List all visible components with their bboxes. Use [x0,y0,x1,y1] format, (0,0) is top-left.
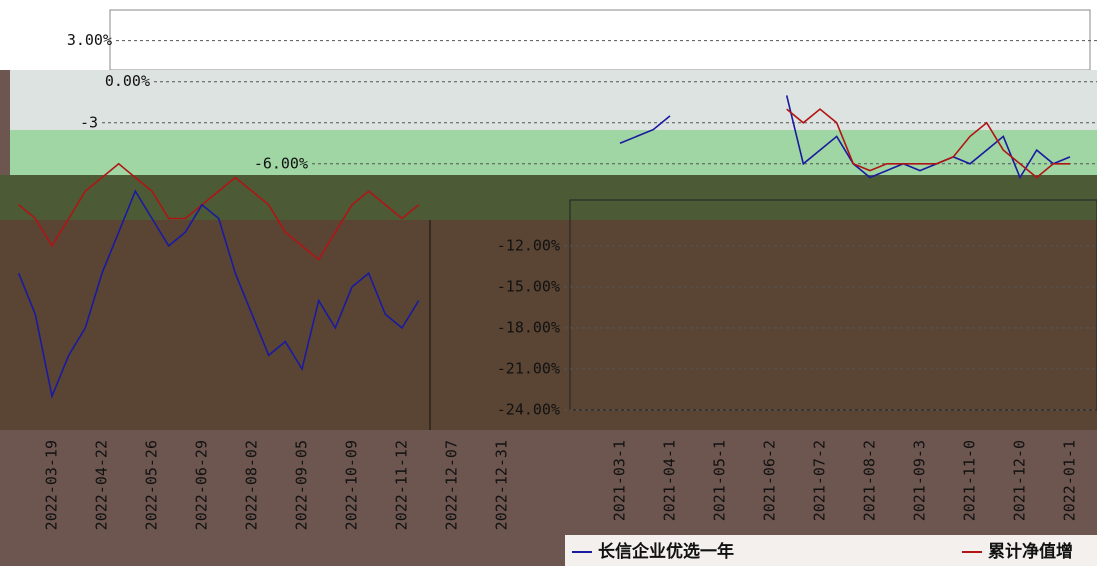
green-band [10,130,1097,175]
x-tick-label: 2022-06-29 [193,440,211,530]
series-line [786,108,1070,179]
x-tick-label: 2021-04-1 [661,440,679,521]
brown-panel [0,220,1097,430]
x-tick-label: 2021-05-1 [711,440,729,521]
x-tick-label: 2021-09-3 [911,440,929,521]
grey-band [10,70,1097,130]
y-tick-label: -6.00% [254,154,308,172]
top-panel [0,0,1097,70]
y-tick-label: 3.00% [67,31,112,49]
x-tick-label: 2022-12-31 [493,440,511,530]
x-tick-label: 2021-12-0 [1011,440,1029,521]
x-tick-label: 2022-11-12 [393,440,411,530]
right-frame [569,199,1097,411]
y-tick-label: -12.00% [497,236,560,254]
legend-label: 累计净值增 [988,541,1073,562]
legend-box [565,535,1097,566]
x-tick-label: 2022-03-19 [43,440,61,530]
x-tick-label: 2022-08-02 [243,440,261,530]
y-tick-label: -3 [80,113,98,131]
x-tick-label: 2022-04-22 [93,440,111,530]
olive-band [0,175,1097,220]
y-tick-label: -21.00% [497,359,560,377]
x-tick-label: 2022-12-07 [443,440,461,530]
series-line [18,162,420,261]
x-tick-label: 2021-07-2 [811,440,829,521]
series-line [619,95,1071,180]
series-line [17,189,420,400]
legend-label: 长信企业优选一年 [598,541,734,562]
x-tick-label: 2021-11-0 [961,440,979,521]
x-tick-label: 2022-05-26 [143,440,161,530]
x-tick-label: 2022-10-09 [343,440,361,530]
y-tick-label: 0.00% [105,72,150,90]
y-tick-label: -18.00% [497,318,560,336]
y-tick-label: -24.00% [497,401,560,419]
x-tick-label: 2021-03-1 [611,440,629,521]
x-tick-label: 2021-08-2 [861,440,879,521]
x-tick-label: 2022-09-05 [293,440,311,530]
y-tick-label: -15.00% [497,277,560,295]
x-tick-label: 2022-01-1 [1061,440,1079,521]
x-tick-label: 2021-06-2 [761,440,779,521]
